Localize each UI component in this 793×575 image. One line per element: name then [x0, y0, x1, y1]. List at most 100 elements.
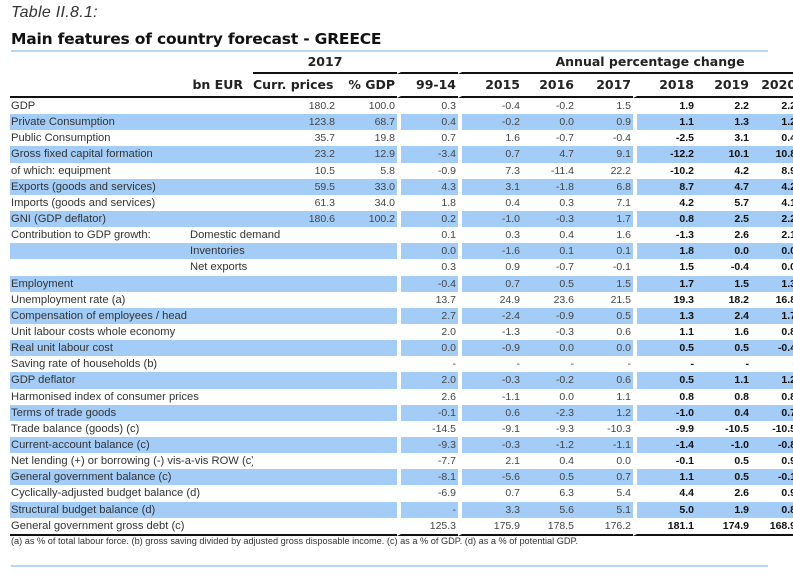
cell-2015: 24.9	[458, 291, 522, 308]
cell-2019: 1.5	[696, 275, 752, 292]
title-underline	[11, 50, 768, 52]
cell-2019: 0.5	[734, 455, 750, 468]
cell-99-14: -	[397, 501, 459, 518]
row-label: Saving rate of households (b)	[11, 358, 158, 371]
cell-2019: 18.2	[728, 293, 750, 306]
cell-2018: 0.5	[633, 372, 697, 389]
cell-pct-gdp	[337, 356, 397, 372]
cell-2020: 0.8	[781, 326, 793, 339]
row-label: Current-account balance (c)	[10, 436, 253, 454]
cell-2019: 0.5	[696, 340, 752, 357]
row-sublabel: Domestic demand	[190, 229, 281, 242]
table-row: Compensation of employees / head 2.7 -2.4-…	[10, 307, 793, 324]
cell-2015: -0.2	[458, 114, 523, 131]
cell-99-14: -14.5	[397, 420, 458, 437]
cell-pct-gdp: 100.0	[368, 100, 396, 113]
row-label: Net lending (+) or borrowing (-) vis-a-v…	[11, 455, 253, 468]
cell-99-14: 2.7	[397, 307, 459, 324]
cell-2017: 0.1	[576, 243, 634, 260]
cell-2015: -1.6	[458, 243, 523, 260]
cell-2017: -0.1	[612, 261, 632, 274]
cell-99-14: -	[397, 356, 458, 373]
cell-2017: 0.0	[576, 340, 634, 357]
cell-2018: -12.2	[633, 146, 697, 163]
row-label: Cyclically-adjusted budget balance (d)	[11, 487, 201, 500]
cell-2019: 5.7	[734, 196, 750, 209]
row-label	[10, 259, 190, 275]
row-label: Structural budget balance (d)	[10, 501, 253, 518]
table-row: Terms of trade goods -0.1 0.6 -2.3 1.2 -1.0 0.…	[10, 404, 793, 421]
cell-curr-prices: 180.6	[253, 210, 337, 228]
cell-2018: 1.1	[633, 469, 697, 486]
cell-99-14: -6.9	[397, 485, 458, 502]
cell-pct-gdp: 33.0	[337, 178, 398, 195]
cell-curr-prices	[253, 275, 337, 292]
cell-curr-prices: 123.8	[253, 114, 337, 131]
table-row: Employment-0.40.70.51.51.71.51.3	[10, 275, 793, 292]
cell-2015: -0.9	[458, 340, 523, 357]
cell-2019: 2.6	[734, 229, 750, 242]
cell-2018: 1.8	[633, 243, 697, 260]
cell-2018: -1.3	[633, 227, 696, 244]
cell-99-14: 2.6	[397, 388, 458, 405]
cell-2017: 1.1	[616, 390, 632, 403]
cell-2015: 0.3	[458, 227, 522, 244]
cell-2018: 4.4	[633, 485, 696, 502]
cell-2016: 0.1	[522, 243, 577, 260]
cell-curr-prices	[253, 372, 337, 389]
cell-pct-gdp: 5.8	[380, 164, 396, 177]
cell-2015: -0.4	[458, 98, 522, 115]
cell-2020: 0.7	[751, 404, 793, 421]
cell-2018: 1.3	[633, 307, 697, 324]
cell-curr-prices	[253, 436, 337, 454]
cell-99-14: 2.0	[397, 323, 458, 341]
cell-2019: -0.4	[730, 261, 750, 274]
cell-2019: 3.1	[734, 132, 750, 145]
cell-2020: 2.2	[781, 100, 793, 113]
col-header-2017: 2017	[576, 74, 634, 98]
cell-2019: 1.1	[696, 372, 752, 389]
cell-2015: 7.3	[458, 162, 522, 179]
cell-2016: -0.7	[555, 132, 575, 145]
cell-2018: 5.0	[633, 501, 697, 518]
cell-2016: 0.3	[559, 196, 575, 209]
row-label: Compensation of employees / head	[10, 307, 253, 324]
cell-2015: -0.3	[458, 436, 523, 454]
table-title: Main features of country forecast - GREE…	[11, 30, 382, 48]
col-header-2019: 2019	[696, 74, 752, 98]
cell-2015: 2.1	[458, 453, 522, 470]
cell-2017: 0.9	[576, 114, 634, 131]
cell-2018: 0.5	[633, 340, 697, 357]
table-row: Structural budget balance (d) -3.3 5.6 5.1 5…	[10, 501, 793, 518]
cell-pct-gdp: 19.8	[374, 132, 396, 145]
cell-2019: 0.0	[696, 243, 752, 260]
cell-2018: 4.2	[633, 194, 696, 211]
cell-2020: -10.5	[772, 422, 793, 435]
cell-2018: 1.9	[633, 98, 696, 115]
row-label: GNI (GDP deflator)	[10, 210, 253, 228]
cell-pct-gdp: 68.7	[337, 114, 398, 131]
cell-2016: -11.4	[550, 164, 575, 177]
cell-2018: -1.0	[633, 404, 697, 421]
cell-2018: -	[633, 356, 696, 373]
cell-curr-prices: 59.5	[253, 178, 337, 195]
cell-2016: 178.5	[522, 518, 577, 536]
cell-2017: -	[627, 358, 632, 371]
cell-2015: 0.7	[458, 275, 523, 292]
cell-2019: 4.2	[734, 164, 750, 177]
table-row: Unemployment rate (a) 13.7 24.9 23.6 21.5 19.…	[10, 291, 793, 308]
cell-2016: 0.0	[559, 390, 575, 403]
cell-99-14: 0.3	[397, 98, 458, 115]
col-header-pct-gdp: % GDP	[337, 74, 398, 98]
cell-2017: 1.6	[616, 229, 632, 242]
row-label: Trade balance (goods) (c)	[11, 422, 140, 435]
table-row: Imports (goods and services) 61.3 34.0 1.8 0…	[10, 194, 793, 211]
cell-2019: 2.4	[696, 307, 752, 324]
cell-2020: 1.7	[751, 307, 793, 324]
cell-2016: 0.4	[559, 455, 575, 468]
cell-curr-prices	[253, 501, 337, 518]
cell-2016: -1.2	[522, 436, 577, 454]
cell-pct-gdp	[337, 243, 398, 260]
cell-99-14: 0.4	[397, 114, 459, 131]
row-label: GDP	[11, 100, 36, 113]
